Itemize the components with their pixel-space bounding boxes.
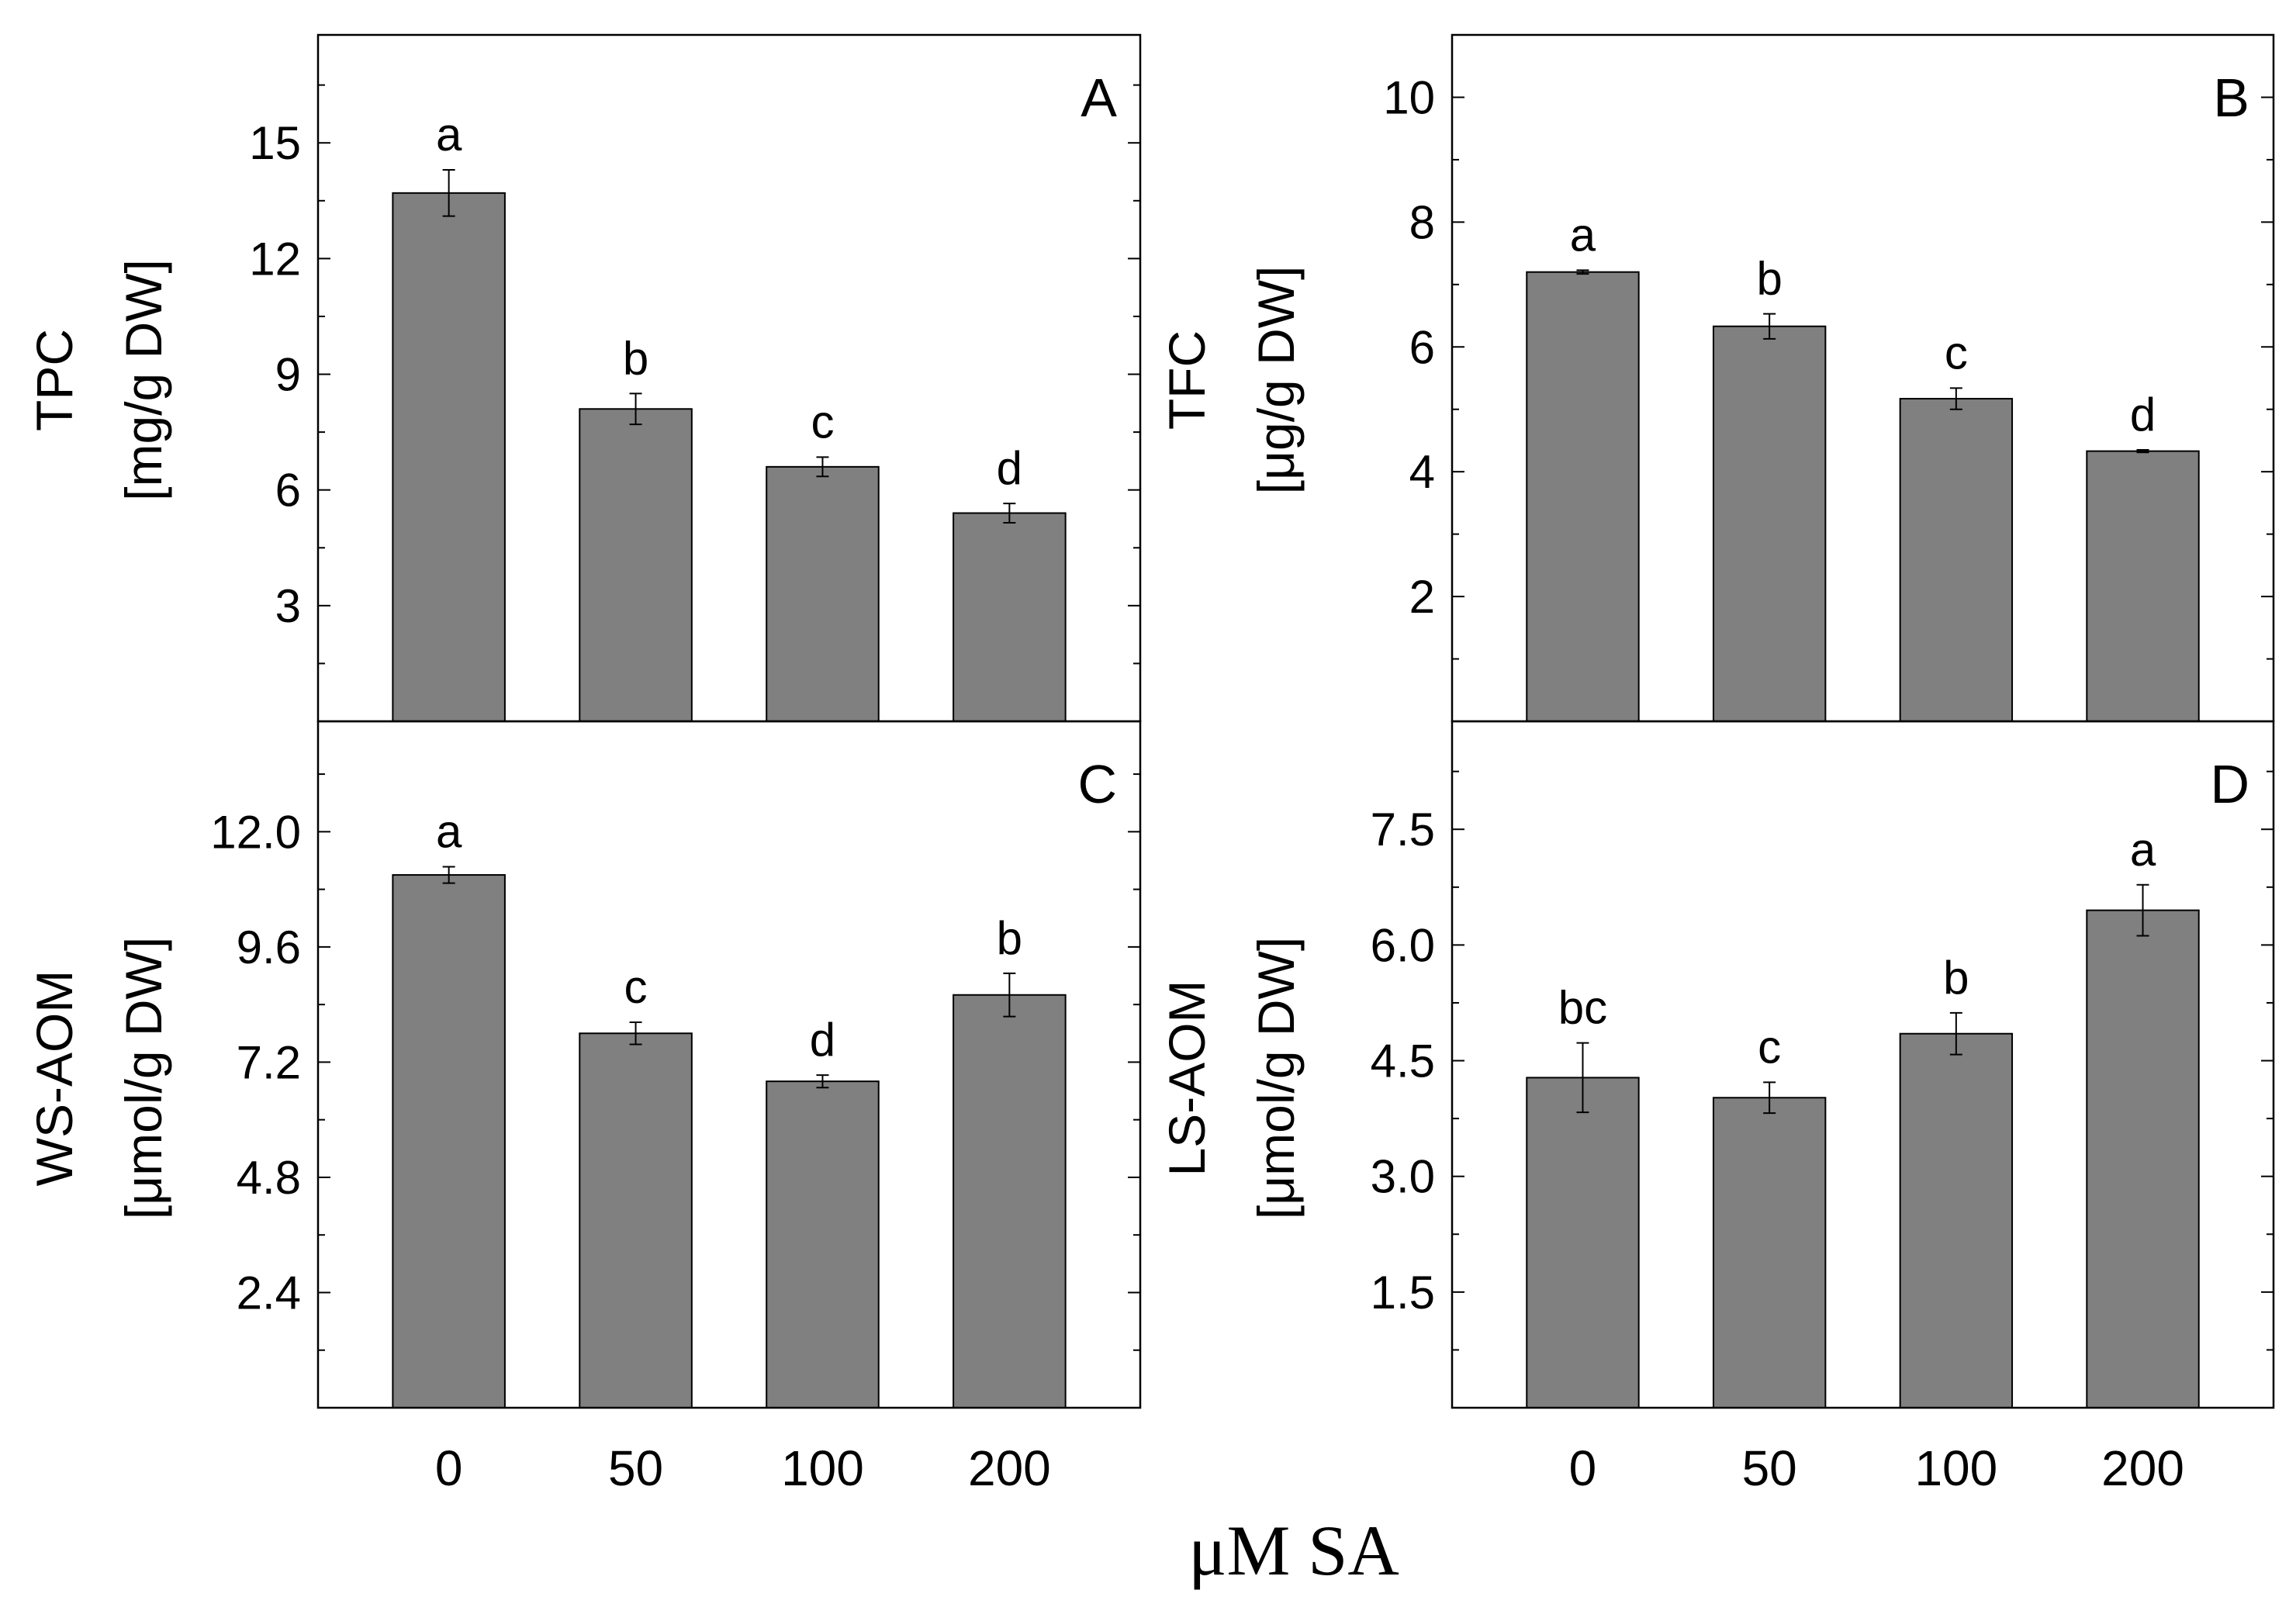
y-tick-label-D: 1.5 <box>1371 1267 1435 1319</box>
bar-D-100 <box>1899 1032 2014 1409</box>
significance-label-D-200: a <box>2130 824 2156 876</box>
y-tick-label-C: 12.0 <box>210 806 301 858</box>
bar-B-50 <box>1712 325 1827 722</box>
y-tick-label-A: 9 <box>275 349 301 401</box>
y-tick-label-D: 6.0 <box>1371 919 1435 971</box>
x-tick-label-C-100: 100 <box>781 1440 864 1496</box>
y-tick-label-C: 7.2 <box>237 1036 301 1088</box>
significance-label-A-0: a <box>436 109 462 161</box>
plot-frame-D <box>1451 720 2275 1409</box>
bar-D-50 <box>1712 1097 1827 1409</box>
x-tick-label-C-50: 50 <box>608 1440 663 1496</box>
y-axis-label-B: TFC <box>1158 330 1215 430</box>
y-tick-label-B: 4 <box>1409 446 1435 498</box>
x-tick-label-D-200: 200 <box>2101 1440 2184 1496</box>
y-axis-unit-C: [μmol/g DW] <box>115 937 172 1219</box>
significance-label-B-50: b <box>1756 253 1782 305</box>
bar-C-0 <box>392 874 506 1409</box>
y-axis-unit-A: [mg/g DW] <box>115 259 172 501</box>
x-tick-label-D-0: 0 <box>1569 1440 1597 1496</box>
bar-A-200 <box>953 512 1067 722</box>
plot-frame-C <box>316 720 1142 1409</box>
y-tick-label-D: 7.5 <box>1371 804 1435 856</box>
x-axis-label: μM SA <box>1188 1511 1399 1590</box>
x-tick-label-C-200: 200 <box>968 1440 1051 1496</box>
y-tick-label-A: 15 <box>249 117 301 169</box>
y-tick-label-B: 8 <box>1409 196 1435 248</box>
bar-C-100 <box>766 1080 880 1409</box>
panel-C: a 0 c 50 d 100 b 200 2.4 4.8 7.2 9.6 12.0 C WS-AOM [μmo… <box>26 720 1142 1496</box>
bar-D-200 <box>2086 909 2200 1409</box>
y-tick-label-C: 4.8 <box>237 1152 301 1204</box>
significance-label-A-50: b <box>623 332 648 384</box>
bar-D-0 <box>1526 1077 1640 1409</box>
significance-label-D-100: b <box>1943 952 1969 1004</box>
bar-A-0 <box>392 192 506 722</box>
y-tick-label-C: 2.4 <box>237 1267 301 1319</box>
significance-label-B-0: a <box>1570 209 1596 261</box>
x-tick-label-C-0: 0 <box>435 1440 463 1496</box>
bar-B-100 <box>1899 398 2014 722</box>
y-tick-label-A: 12 <box>249 233 301 285</box>
y-axis-label-C: WS-AOM <box>26 970 83 1187</box>
y-tick-label-B: 2 <box>1409 571 1435 623</box>
bar-B-200 <box>2086 450 2200 723</box>
significance-label-C-100: d <box>810 1014 835 1066</box>
y-tick-label-C: 9.6 <box>237 921 301 973</box>
y-axis-unit-B: [μg/g DW] <box>1247 266 1305 495</box>
x-tick-label-D-100: 100 <box>1914 1440 1997 1496</box>
bar-A-50 <box>579 408 693 722</box>
significance-label-B-100: c <box>1945 327 1968 379</box>
panel-letter-B: B <box>2213 67 2249 128</box>
significance-label-B-200: d <box>2130 389 2156 441</box>
panel-letter-D: D <box>2210 754 2249 814</box>
significance-label-D-0: bc <box>1558 982 1607 1034</box>
y-axis-label-A: TPC <box>26 329 83 431</box>
y-axis-unit-D: [μmol/g DW] <box>1247 937 1305 1219</box>
bar-C-50 <box>579 1032 693 1409</box>
significance-label-D-50: c <box>1758 1021 1781 1073</box>
panel-B: a b c d 2 4 6 8 10 B TFC [μg/g DW] <box>1158 33 2275 723</box>
y-tick-label-D: 4.5 <box>1371 1035 1435 1087</box>
significance-label-A-200: d <box>997 442 1022 494</box>
y-axis-label-D: LS-AOM <box>1158 980 1215 1176</box>
significance-label-C-50: c <box>624 961 648 1013</box>
significance-label-A-100: c <box>811 396 834 448</box>
bar-B-0 <box>1526 271 1640 722</box>
significance-label-C-0: a <box>436 806 462 858</box>
significance-label-C-200: b <box>997 912 1022 964</box>
y-tick-label-A: 3 <box>275 580 301 632</box>
panel-D: bc 0 c 50 b 100 a 200 1.5 3.0 4.5 6.0 7.5 D LS-AOM [μmo… <box>1158 720 2275 1496</box>
panel-letter-C: C <box>1077 754 1117 814</box>
panel-letter-A: A <box>1081 67 1117 128</box>
bar-C-200 <box>953 994 1067 1409</box>
x-tick-label-D-50: 50 <box>1742 1440 1797 1496</box>
panel-A: a b c d 3 6 9 12 15 A TPC [mg/g DW] <box>26 33 1142 723</box>
y-tick-label-B: 6 <box>1409 321 1435 373</box>
bar-A-100 <box>766 465 880 722</box>
y-tick-label-A: 6 <box>275 465 301 517</box>
y-tick-label-D: 3.0 <box>1371 1151 1435 1203</box>
y-tick-label-B: 10 <box>1383 71 1435 123</box>
